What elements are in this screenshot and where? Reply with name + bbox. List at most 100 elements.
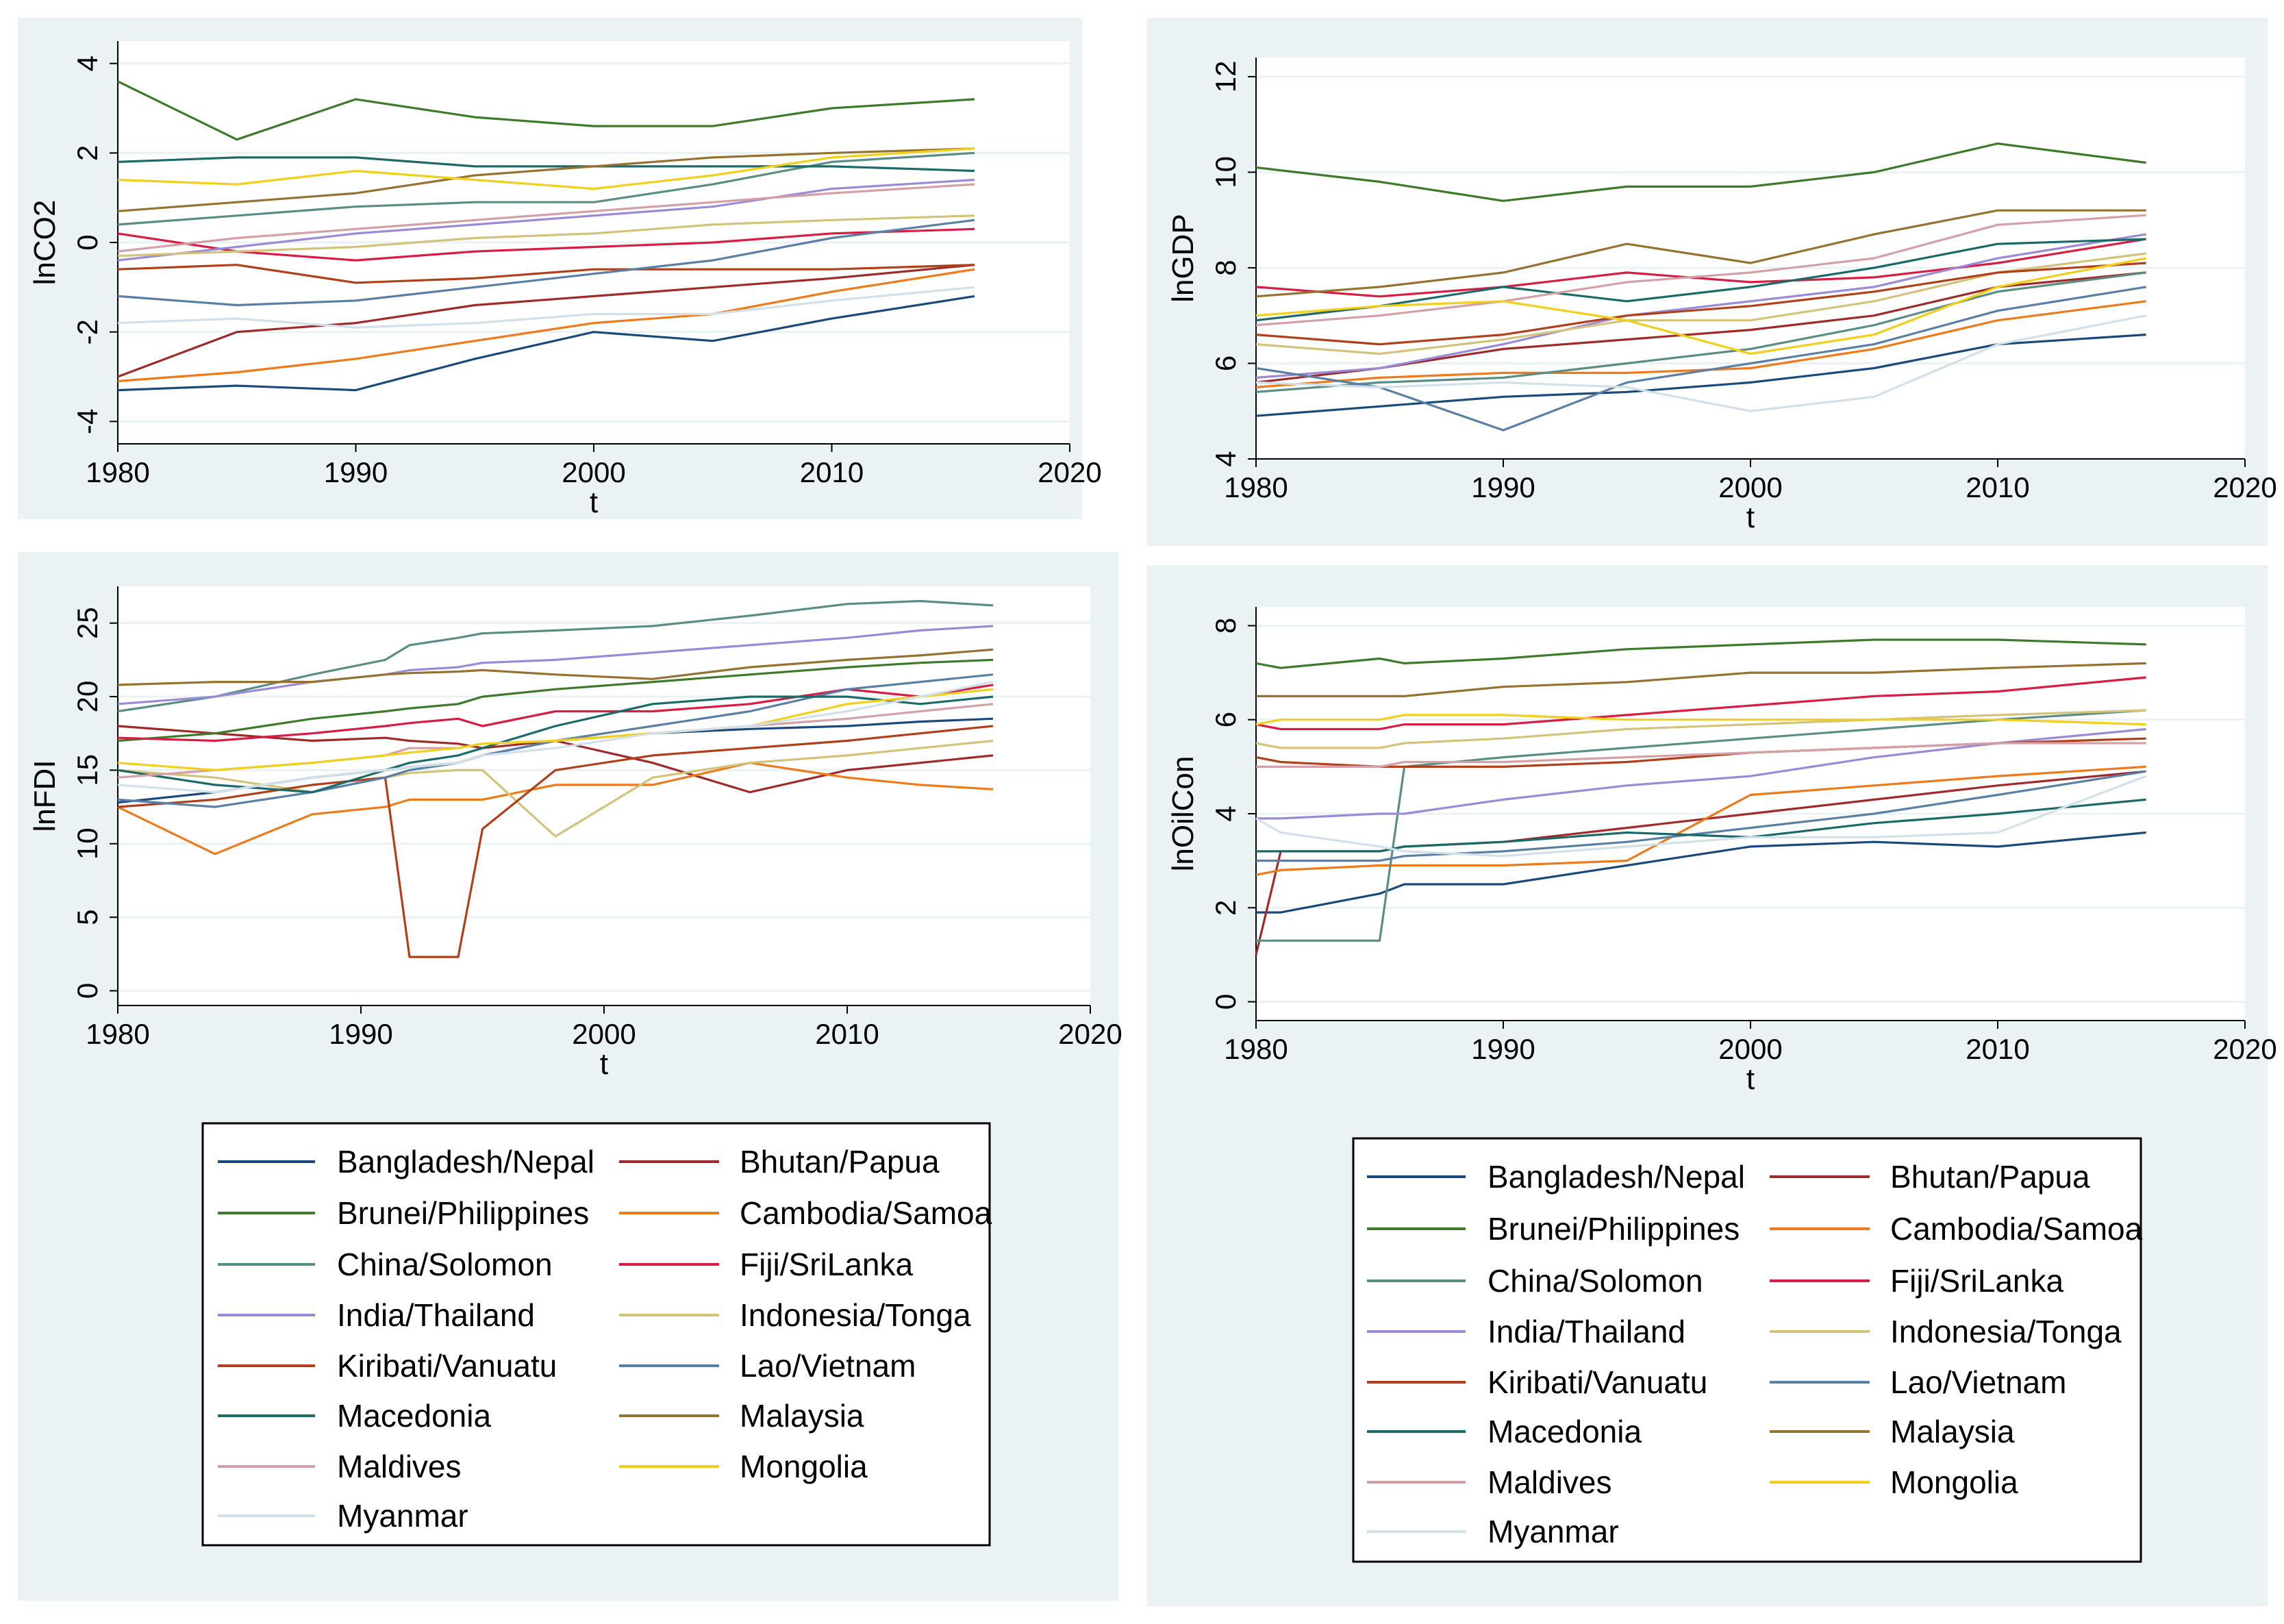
series-line-bangladesh-nepal xyxy=(1255,334,2146,417)
legend-item: China/Solomon xyxy=(218,1247,553,1282)
series-group xyxy=(117,80,975,392)
series-line-india-thailand xyxy=(117,178,975,262)
legend-label: Indonesia/Tonga xyxy=(1890,1314,2122,1349)
legend-label: China/Solomon xyxy=(1488,1263,1703,1299)
y-tick-label: 2 xyxy=(1209,900,1242,916)
legend-box xyxy=(1352,1137,2142,1563)
legend: Bangladesh/Nepal Bhutan/Papua Brunei/Phili… xyxy=(201,1122,992,1547)
chart-co2: -4 -2 0 2 4 1980 1990 2000 2010 2020 t lnCO2 xyxy=(18,18,1102,519)
series-line-india-thailand xyxy=(1256,727,2146,820)
series-line-mongolia xyxy=(1255,714,2146,726)
y-tick-label: 10 xyxy=(1209,156,1242,188)
series-group xyxy=(1255,142,2146,432)
legend-item: Maldives xyxy=(1367,1464,1612,1500)
x-tick-label: 2020 xyxy=(1058,1018,1122,1050)
series-line-brunei-philippines xyxy=(117,658,994,742)
legend-label: India/Thailand xyxy=(337,1297,535,1333)
legend-label: Kiribati/Vanuatu xyxy=(1488,1364,1707,1400)
series-line-bangladesh-nepal xyxy=(1256,831,2146,914)
legend-item: Kiribati/Vanuatu xyxy=(1367,1364,1707,1400)
legend-item: Lao/Vietnam xyxy=(619,1348,916,1384)
legend-item: Fiji/SriLanka xyxy=(619,1247,914,1282)
legend-label: Macedonia xyxy=(1488,1414,1642,1449)
x-tick-label: 2000 xyxy=(1718,1033,1782,1065)
y-tick-label: 2 xyxy=(71,145,103,161)
legend-label: Mongolia xyxy=(740,1449,868,1484)
y-tick-label: 6 xyxy=(1209,712,1242,727)
y-tick-label: 8 xyxy=(1209,260,1242,275)
legend-item: Kiribati/Vanuatu xyxy=(218,1348,557,1384)
legend-label: Myanmar xyxy=(337,1498,468,1534)
plot-area xyxy=(1256,58,2245,459)
x-tick-label: 1990 xyxy=(1471,1033,1535,1065)
legend-item: Bhutan/Papua xyxy=(1770,1159,2090,1195)
series-line-mongolia xyxy=(1255,257,2146,355)
x-tick-label: 1990 xyxy=(324,456,388,488)
series-line-brunei-philippines xyxy=(117,80,975,141)
x-tick-label: 2020 xyxy=(1038,456,1101,488)
series-group xyxy=(1255,638,2147,955)
legend-label: Maldives xyxy=(1488,1464,1612,1500)
legend-item: Macedonia xyxy=(218,1398,491,1434)
series-line-kiribati-vanuatu xyxy=(117,725,994,958)
y-tick-label: 4 xyxy=(71,55,103,71)
legend-label: Brunei/Philippines xyxy=(337,1195,589,1231)
series-line-mongolia xyxy=(117,147,975,190)
series-line-malaysia xyxy=(1255,209,2146,298)
legend-label: Macedonia xyxy=(337,1398,491,1434)
legend-item: Lao/Vietnam xyxy=(1770,1364,2066,1400)
x-tick-label: 1980 xyxy=(1224,1033,1288,1065)
series-line-maldives xyxy=(117,183,975,253)
x-tick-label: 1980 xyxy=(1224,471,1288,503)
y-tick-label: -4 xyxy=(71,409,103,434)
series-line-myanmar xyxy=(117,286,975,329)
legend-item: Malaysia xyxy=(1770,1414,2015,1449)
legend-label: Malaysia xyxy=(740,1398,864,1434)
series-line-macedonia xyxy=(117,695,994,794)
series-line-kiribati-vanuatu xyxy=(1255,262,2146,346)
x-tick-label: 2010 xyxy=(1966,1033,2029,1065)
series-line-fiji-srilanka xyxy=(1255,676,2146,731)
y-tick-label: 6 xyxy=(1209,355,1242,371)
series-line-china-solomon xyxy=(117,599,994,713)
x-tick-label: 1990 xyxy=(329,1018,392,1050)
y-axis-title: lnCO2 xyxy=(28,200,62,286)
legend-item: Bangladesh/Nepal xyxy=(218,1144,594,1179)
series-line-lao-vietnam xyxy=(117,218,975,307)
y-tick-label: 15 xyxy=(71,754,103,786)
legend-label: Brunei/Philippines xyxy=(1488,1211,1740,1247)
legend-label: Lao/Vietnam xyxy=(740,1348,916,1384)
series-line-indonesia-tonga xyxy=(1255,709,2146,749)
y-tick-label: 25 xyxy=(71,607,103,639)
series-line-cambodia-samoa xyxy=(117,762,994,855)
legend-item: India/Thailand xyxy=(1367,1314,1685,1349)
y-tick-label: 0 xyxy=(71,983,103,999)
legend-item: Mongolia xyxy=(1770,1464,2018,1500)
y-axis-title: lnOilCon xyxy=(1166,756,1200,872)
series-line-mongolia xyxy=(117,688,994,772)
y-axis-title: lnFDI xyxy=(28,760,62,832)
y-tick-label: 0 xyxy=(71,234,103,250)
legend-label: Kiribati/Vanuatu xyxy=(337,1348,557,1384)
legend-label: Fiji/SriLanka xyxy=(740,1247,914,1282)
series-line-maldives xyxy=(1255,214,2146,327)
legend-item: Mongolia xyxy=(619,1449,868,1484)
series-line-kiribati-vanuatu xyxy=(117,264,975,284)
legend-label: Malaysia xyxy=(1890,1414,2015,1449)
legend-label: India/Thailand xyxy=(1488,1314,1685,1349)
series-line-cambodia-samoa xyxy=(1255,300,2146,388)
series-line-malaysia xyxy=(117,648,994,686)
legend-label: Bangladesh/Nepal xyxy=(1488,1159,1745,1195)
y-tick-label: 20 xyxy=(71,681,103,713)
x-tick-label: 2010 xyxy=(800,456,864,488)
legend-item: Cambodia/Samoa xyxy=(1770,1211,2143,1247)
series-line-myanmar xyxy=(1255,775,2147,858)
series-line-myanmar xyxy=(117,681,994,794)
legend-item: Cambodia/Samoa xyxy=(619,1195,992,1231)
x-tick-label: 2000 xyxy=(572,1018,636,1050)
y-tick-label: 10 xyxy=(71,827,103,860)
legend-label: Myanmar xyxy=(1488,1514,1619,1549)
legend-label: Bangladesh/Nepal xyxy=(337,1144,594,1179)
